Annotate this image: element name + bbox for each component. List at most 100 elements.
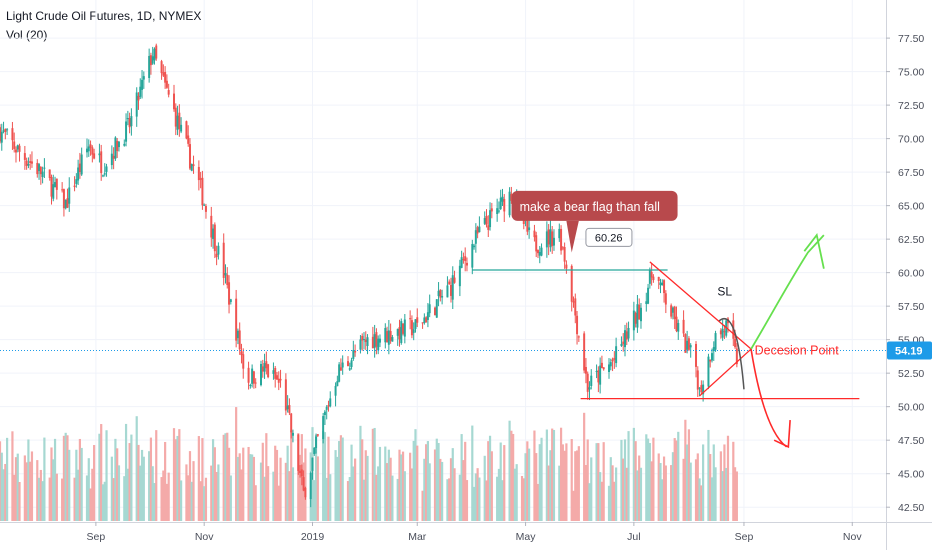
candle-body	[611, 359, 614, 362]
candle-body	[54, 182, 57, 188]
candle-body	[439, 289, 442, 298]
volume-bar	[689, 462, 692, 521]
volume-bar	[526, 441, 529, 521]
y-tick-label: 62.50	[898, 234, 924, 246]
candle-body	[137, 95, 140, 101]
candle-body	[77, 167, 80, 181]
volume-bar	[313, 480, 316, 521]
volume-bar	[588, 483, 591, 521]
candle-body	[176, 115, 179, 130]
candle-body	[473, 245, 476, 248]
y-tick-label: 47.50	[898, 435, 924, 447]
candle-body	[73, 185, 76, 188]
candle-body	[386, 331, 389, 343]
volume-bar	[371, 428, 374, 521]
candle-body	[712, 346, 715, 352]
candle-body	[435, 299, 438, 318]
volume-bar	[339, 435, 343, 521]
candle-body	[89, 144, 92, 148]
volume-bar	[725, 467, 728, 521]
candle-body	[510, 193, 513, 201]
volume-bar	[597, 443, 600, 521]
candle-body	[620, 343, 623, 346]
candle-body	[563, 247, 566, 262]
candle-body	[414, 319, 417, 329]
volume-bar	[329, 474, 332, 521]
volume-bar	[694, 459, 698, 521]
volume-bar	[61, 478, 64, 521]
candle-body	[224, 273, 227, 276]
volume-bar	[416, 445, 419, 521]
candle-body	[378, 338, 381, 343]
volume-bar	[391, 475, 394, 521]
volume-bar	[375, 474, 378, 521]
volume-bar	[39, 469, 42, 521]
candle-body	[215, 253, 218, 258]
candle-body	[242, 354, 245, 369]
volume-bar	[451, 448, 454, 521]
rising-trendline	[699, 348, 752, 397]
volume-bar	[437, 442, 440, 521]
volume-bar	[53, 438, 57, 521]
volume-bar	[188, 451, 192, 521]
volume-bar	[707, 429, 710, 521]
volume-bar	[435, 438, 438, 521]
volume-bar	[721, 471, 724, 521]
candle-body	[595, 371, 598, 373]
candle-body	[291, 432, 294, 436]
volume-bar	[128, 443, 131, 521]
candle-body	[535, 235, 538, 252]
volume-bar	[460, 434, 463, 521]
volume-bar	[524, 453, 527, 521]
candle-body	[238, 330, 241, 350]
candle-body	[288, 405, 291, 413]
volume-bar	[263, 476, 266, 521]
volume-bar	[453, 468, 456, 521]
candle-body	[304, 487, 307, 498]
y-tick-label: 70.00	[898, 134, 924, 146]
volume-bar	[577, 446, 580, 521]
volume-bar	[254, 485, 257, 521]
price-marker-box	[585, 227, 633, 247]
volume-bar	[210, 465, 213, 521]
volume-bar	[485, 480, 488, 521]
volume-bar	[29, 461, 32, 521]
callout-bubble	[511, 190, 678, 221]
volume-bar	[650, 461, 653, 521]
candle-body	[323, 411, 326, 416]
volume-bar	[508, 420, 511, 521]
candle-body	[327, 405, 330, 407]
candle-body	[490, 208, 493, 212]
candle-body	[627, 327, 630, 339]
candle-body	[160, 61, 163, 74]
volume-bar	[148, 451, 151, 521]
candle-body	[661, 282, 664, 286]
volume-bar	[64, 432, 67, 521]
candle-body	[142, 76, 145, 80]
candle-body	[496, 208, 499, 215]
candle-body	[558, 228, 561, 239]
candle-body	[117, 141, 120, 148]
candle-body	[373, 334, 376, 348]
candle-body	[615, 346, 618, 364]
descending-trendline	[649, 261, 752, 350]
volume-bar	[709, 454, 712, 521]
candle-body	[652, 276, 655, 281]
volume-bar	[0, 452, 3, 521]
volume-bar	[302, 462, 305, 521]
candle-body	[485, 216, 488, 225]
volume-bar	[224, 433, 227, 521]
candle-body	[625, 331, 628, 340]
volume-bar	[68, 449, 71, 521]
candle-body	[448, 281, 451, 285]
volume-bar	[696, 453, 699, 521]
candle-body	[600, 362, 603, 369]
volume-bar	[50, 447, 53, 521]
candle-body	[451, 275, 454, 300]
volume-bar	[483, 455, 486, 521]
volume-bar	[449, 458, 453, 521]
volume-bar	[362, 479, 366, 521]
candle-body	[398, 327, 401, 340]
candle-body	[213, 224, 216, 252]
